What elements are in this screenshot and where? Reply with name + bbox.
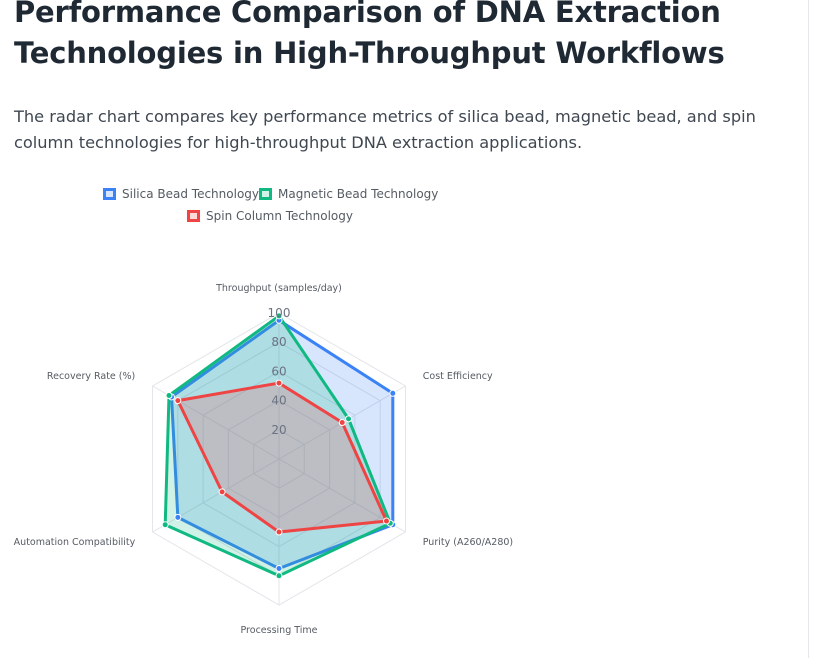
data-point-spin-column-technology-5[interactable] <box>174 397 182 405</box>
data-point-magnetic-bead-technology-3[interactable] <box>275 572 283 580</box>
data-point-spin-column-technology-0[interactable] <box>275 379 283 387</box>
data-point-magnetic-bead-technology-1[interactable] <box>345 415 353 423</box>
spoke-automation-compatibility <box>152 458 280 533</box>
data-point-magnetic-bead-technology-0[interactable] <box>275 312 283 320</box>
data-point-silica-bead-technology-3[interactable] <box>275 565 283 572</box>
scrollbar-track[interactable] <box>808 0 825 658</box>
chart-legend: Silica Bead Technology Magnetic Bead Tec… <box>0 0 560 240</box>
legend-swatch-silica <box>103 188 116 200</box>
axis-label-automation-compatibility: Automation Compatibility <box>14 537 136 548</box>
radar-chart: 20 40 60 80 100 Throughput (samples/day) Cost … <box>14 283 513 636</box>
r-tick-label-60: 60 <box>271 364 286 378</box>
data-point-magnetic-bead-technology-4[interactable] <box>161 521 169 529</box>
r-tick-label-40: 40 <box>271 394 286 408</box>
data-point-spin-column-technology-3[interactable] <box>275 528 283 536</box>
axis-label-purity-a260-a280: Purity (A260/A280) <box>423 537 513 548</box>
data-point-spin-column-technology-2[interactable] <box>382 517 390 525</box>
legend-item-magnetic[interactable]: Magnetic Bead Technology <box>259 187 438 201</box>
legend-item-silica[interactable]: Silica Bead Technology <box>103 187 259 201</box>
page-title: Performance Comparison of DNA Extraction… <box>14 0 725 70</box>
r-tick-label-20: 20 <box>271 423 286 437</box>
r-tick-label-80: 80 <box>271 335 286 349</box>
data-point-silica-bead-technology-4[interactable] <box>174 513 182 521</box>
axis-label-recovery-rate: Recovery Rate (%) <box>47 371 135 382</box>
data-point-spin-column-technology-1[interactable] <box>338 419 346 426</box>
legend-swatch-magnetic <box>259 188 272 200</box>
chart-description: The radar chart compares key performance… <box>14 107 756 152</box>
page: Performance Comparison of DNA Extraction… <box>0 0 756 636</box>
axis-label-throughput-samples-day: Throughput (samples/day) <box>215 283 342 294</box>
axis-label-processing-time: Processing Time <box>241 625 318 636</box>
data-point-magnetic-bead-technology-5[interactable] <box>165 391 173 399</box>
legend-swatch-spin <box>187 210 200 222</box>
legend-label-spin: Spin Column Technology <box>206 209 353 223</box>
data-point-spin-column-technology-4[interactable] <box>218 488 226 496</box>
legend-label-silica: Silica Bead Technology <box>122 187 260 201</box>
axis-label-cost-efficiency: Cost Efficiency <box>423 371 493 382</box>
legend-item-spin[interactable]: Spin Column Technology <box>187 209 353 223</box>
data-point-silica-bead-technology-1[interactable] <box>389 389 397 397</box>
r-tick-label-100: 100 <box>268 306 291 320</box>
legend-label-magnetic: Magnetic Bead Technology <box>278 187 439 201</box>
